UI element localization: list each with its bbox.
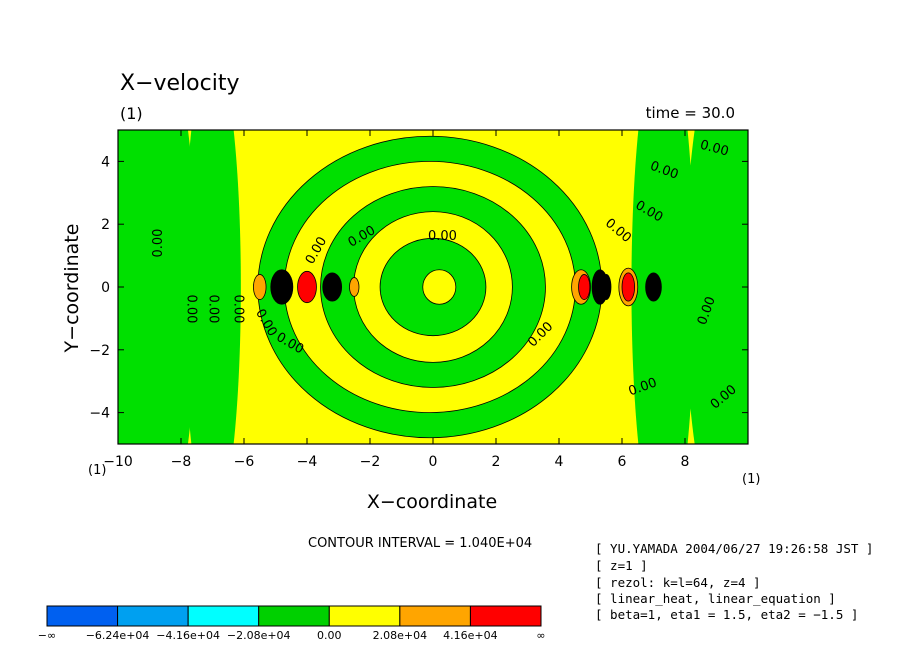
note-line: [ rezol: k=l=64, z=4 ] [595, 575, 761, 590]
velocity-cells [253, 267, 662, 307]
colorbar-label: −4.16e+04 [156, 629, 220, 642]
colorbar-label: −6.24e+04 [86, 629, 150, 642]
colorbar-label: 4.16e+04 [443, 629, 497, 642]
y-tick-label: −4 [89, 406, 110, 422]
colorbar [46, 605, 542, 627]
chart-subtitle: (1) [120, 104, 143, 123]
note-line: [ YU.YAMADA 2004/06/27 19:26:58 JST ] [595, 541, 873, 556]
time-label: time = 30.0 [646, 104, 735, 122]
velocity-band [184, 130, 241, 444]
x-tick-label: 2 [492, 454, 501, 470]
contour-label: 0.00 [151, 229, 166, 258]
x-axis-label: X−coordinate [367, 491, 497, 513]
velocity-cell [349, 277, 360, 297]
velocity-cell [322, 272, 343, 302]
velocity-band [631, 130, 695, 444]
x-tick-label: 8 [681, 454, 690, 470]
velocity-cell [270, 269, 294, 305]
colorbar-swatch [117, 605, 189, 627]
velocity-cell [578, 274, 591, 300]
velocity-band [422, 269, 457, 305]
y-tick-label: −2 [89, 343, 110, 359]
x-tick-label: 0 [429, 454, 438, 470]
note-line: [ z=1 ] [595, 558, 648, 573]
x-tick-label: −6 [234, 454, 255, 470]
note-line: [ linear_heat, linear_equation ] [595, 591, 836, 606]
colorbar-swatch [46, 605, 119, 627]
velocity-cell [253, 274, 267, 300]
x-tick-label: −4 [297, 454, 318, 470]
x-tick-label: 4 [555, 454, 564, 470]
x-tick-label: 6 [618, 454, 627, 470]
velocity-cell [621, 272, 636, 302]
contour-label: 0.00 [183, 295, 198, 324]
velocity-cell [297, 270, 317, 304]
y-tick-label: 0 [101, 280, 110, 296]
colorbar-label: ∞ [536, 629, 545, 642]
contour-label: 0.00 [231, 295, 246, 324]
velocity-cell [601, 274, 612, 300]
x-tick-label: −2 [360, 454, 381, 470]
colorbar-swatch [399, 605, 471, 627]
colorbar-label: −∞ [38, 629, 56, 642]
colorbar-label: −2.08e+04 [227, 629, 291, 642]
contour-label: 0.00 [428, 229, 457, 244]
contour-label: 0.00 [698, 138, 730, 160]
colorbar-label: 0.00 [317, 629, 342, 642]
colorbar-label: 2.08e+04 [373, 629, 427, 642]
colorbar-swatch [258, 605, 330, 627]
colorbar-swatch [187, 605, 260, 627]
x-tick-label: −8 [171, 454, 192, 470]
plot-area: 0.000.00 0.00 0.00 0.000.000.00 0.00 0.000.00… [118, 130, 748, 444]
note-line: [ beta=1, eta1 = 1.5, eta2 = −1.5 ] [595, 607, 858, 622]
contour-label: 0.00 [205, 295, 220, 324]
x-unit-label: (1) [742, 472, 760, 487]
y-axis: −4 −2 0 2 4 [89, 154, 748, 422]
contour-interval: CONTOUR INTERVAL = 1.040E+04 [308, 536, 532, 551]
velocity-cell [645, 272, 662, 302]
y-tick-label: 2 [101, 217, 110, 233]
y-unit-label: (1) [88, 463, 106, 478]
y-axis-label: Y−coordinate [61, 224, 83, 354]
colorbar-swatch [328, 605, 401, 627]
x-tick-label: −10 [103, 454, 133, 470]
y-tick-label: 4 [101, 154, 110, 170]
colorbar-swatch [469, 605, 542, 627]
run-notes: [ YU.YAMADA 2004/06/27 19:26:58 JST ] [ … [595, 541, 873, 622]
x-axis: −10 −8 −6 −4 −2 0 2 4 6 8 [103, 130, 689, 470]
chart-title: X−velocity [120, 71, 240, 96]
velocity-bands [118, 130, 748, 444]
velocity-band [127, 130, 197, 444]
colorbar-labels: −∞ −6.24e+04 −4.16e+04 −2.08e+04 0.00 2.08e+0… [38, 629, 546, 642]
velocity-band [685, 130, 748, 444]
